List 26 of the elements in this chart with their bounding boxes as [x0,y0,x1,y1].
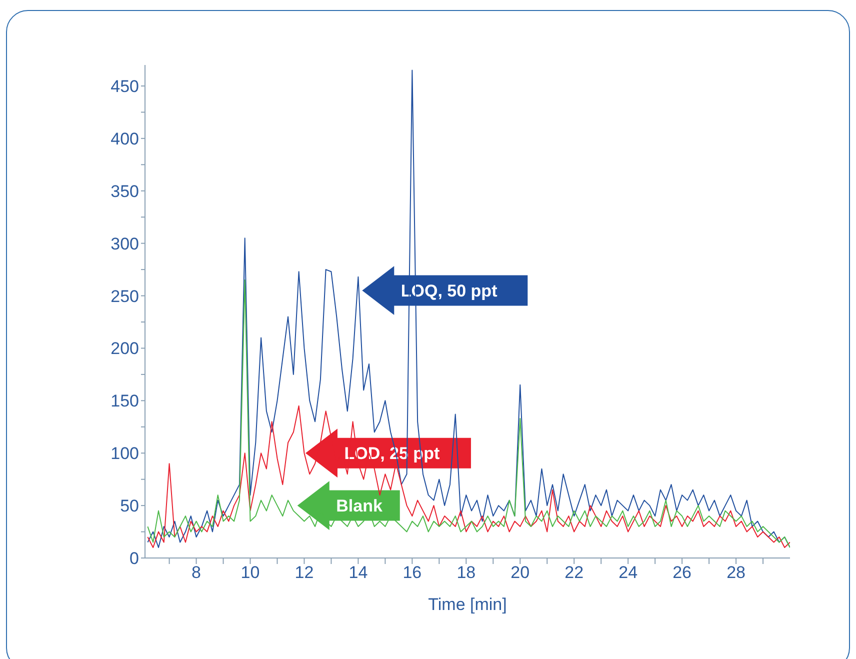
y-tick-label: 400 [110,129,139,148]
x-tick-label: 28 [726,563,746,582]
annotation: Blank [336,496,383,516]
y-tick-label: 50 [120,496,139,516]
x-tick-label: 12 [294,563,314,582]
x-tick-label: 16 [402,563,422,582]
x-tick-label: 8 [192,563,202,582]
x-tick-label: 22 [564,563,584,582]
x-tick-label: 20 [510,563,530,582]
x-tick-label: 18 [456,563,476,582]
annotation: LOQ, 50 ppt [400,282,498,301]
line-series [147,405,790,548]
y-tick-label: 250 [110,286,139,306]
x-tick-label: 14 [348,563,368,582]
line-series [147,280,790,548]
y-tick-label: 100 [110,444,139,464]
y-tick-label: 450 [110,77,139,96]
y-tick-label: 150 [110,392,139,411]
y-tick-label: 200 [110,339,139,358]
x-tick-label: 10 [240,563,260,582]
x-axis-title: Time [min] [428,595,507,614]
x-tick-label: 24 [618,563,638,582]
y-tick-label: 300 [110,234,139,254]
y-tick-label: 0 [130,549,139,568]
y-tick-label: 350 [110,182,139,201]
x-tick-label: 26 [672,563,692,582]
